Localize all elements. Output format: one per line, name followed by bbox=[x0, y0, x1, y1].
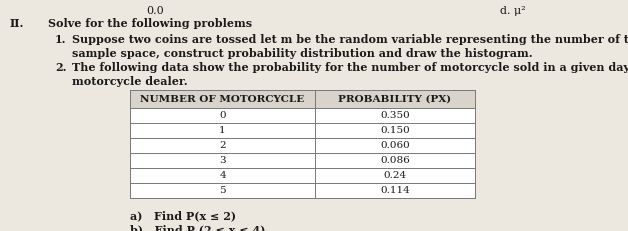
Text: 0.086: 0.086 bbox=[380, 156, 410, 165]
Text: 0.114: 0.114 bbox=[380, 186, 410, 195]
Text: 0.350: 0.350 bbox=[380, 111, 410, 120]
Text: PROBABILITY (PX): PROBABILITY (PX) bbox=[338, 94, 452, 103]
Text: d. μ²: d. μ² bbox=[500, 6, 526, 16]
Text: 0.24: 0.24 bbox=[384, 171, 406, 180]
Text: 2: 2 bbox=[219, 141, 226, 150]
Text: 3: 3 bbox=[219, 156, 226, 165]
Text: 1: 1 bbox=[219, 126, 226, 135]
Text: motorcycle dealer.: motorcycle dealer. bbox=[72, 76, 188, 87]
Text: 0.0: 0.0 bbox=[146, 6, 164, 16]
Text: b)   Find P (2 ≤ x ≤ 4): b) Find P (2 ≤ x ≤ 4) bbox=[130, 224, 266, 231]
Text: a)   Find P(x ≤ 2): a) Find P(x ≤ 2) bbox=[130, 210, 236, 221]
Text: 4: 4 bbox=[219, 171, 226, 180]
Text: 2.: 2. bbox=[55, 62, 67, 73]
Text: Suppose two coins are tossed let m be the random variable representing the numbe: Suppose two coins are tossed let m be th… bbox=[72, 34, 628, 45]
Text: sample space, construct probability distribution and draw the histogram.: sample space, construct probability dist… bbox=[72, 48, 533, 59]
Text: Solve for the following problems: Solve for the following problems bbox=[48, 18, 252, 29]
Text: 5: 5 bbox=[219, 186, 226, 195]
Text: NUMBER OF MOTORCYCLE: NUMBER OF MOTORCYCLE bbox=[141, 94, 305, 103]
Text: II.: II. bbox=[10, 18, 24, 29]
Text: The following data show the probability for the number of motorcycle sold in a g: The following data show the probability … bbox=[72, 62, 628, 73]
Text: 0.150: 0.150 bbox=[380, 126, 410, 135]
Text: 0.060: 0.060 bbox=[380, 141, 410, 150]
Text: 1.: 1. bbox=[55, 34, 67, 45]
Text: 0: 0 bbox=[219, 111, 226, 120]
